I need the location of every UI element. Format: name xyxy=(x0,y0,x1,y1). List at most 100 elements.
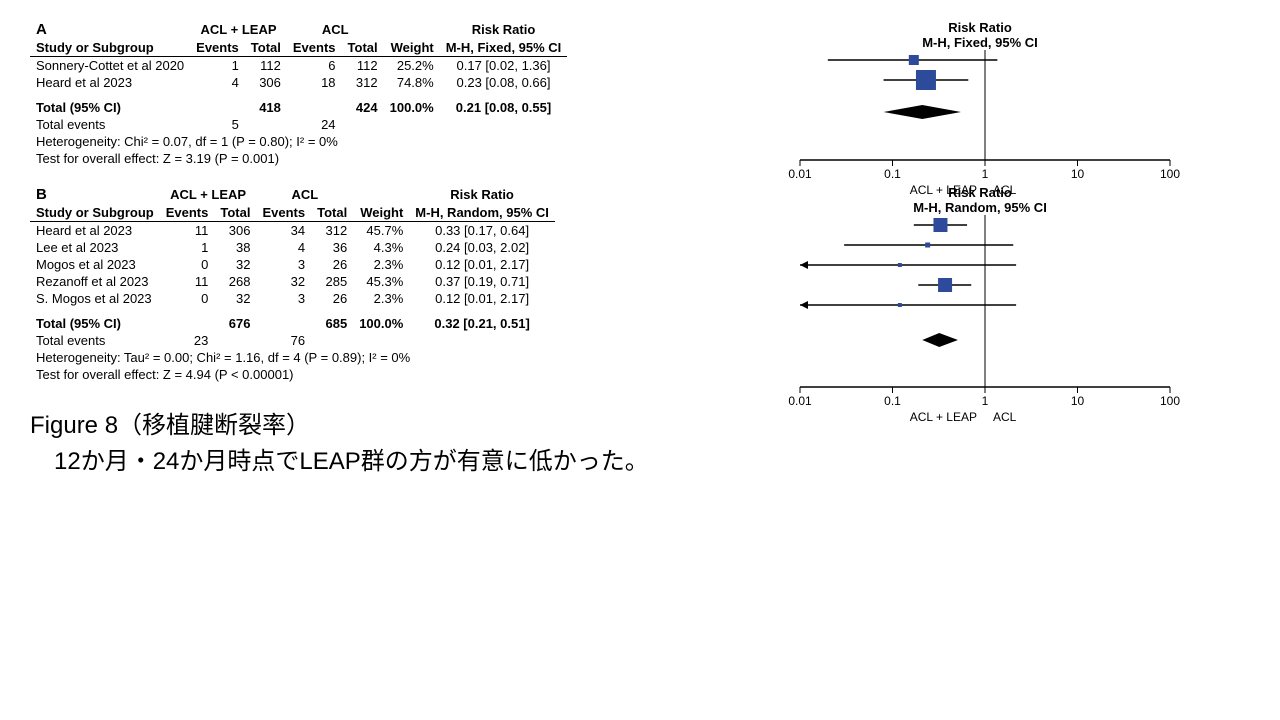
col-t1-b: Total xyxy=(214,204,256,222)
total-t1-a: 418 xyxy=(245,99,287,116)
effect-header-bottom-a: M-H, Fixed, 95% CI xyxy=(440,39,568,57)
w-cell: 2.3% xyxy=(353,256,409,273)
rr-cell: 0.33 [0.17, 0.64] xyxy=(409,222,555,240)
total-e2-a: 24 xyxy=(287,116,342,133)
svg-text:0.1: 0.1 xyxy=(884,394,901,408)
effect-header-top-b: Risk Ratio xyxy=(409,185,555,204)
study-cell: Mogos et al 2023 xyxy=(30,256,160,273)
col-t2-a: Total xyxy=(342,39,384,57)
test-a: Test for overall effect: Z = 3.19 (P = 0… xyxy=(30,150,567,167)
rr-cell: 0.17 [0.02, 1.36] xyxy=(440,57,568,75)
study-cell: Sonnery-Cottet et al 2020 xyxy=(30,57,190,75)
w-cell: 45.3% xyxy=(353,273,409,290)
t1-cell: 32 xyxy=(214,290,256,307)
table-b: B ACL + LEAP ACL Risk Ratio Study or Sub… xyxy=(30,185,555,383)
group2-header-b: ACL xyxy=(256,185,353,204)
total-e1-b: 23 xyxy=(160,332,215,349)
study-cell: Heard et al 2023 xyxy=(30,222,160,240)
rr-cell: 0.24 [0.03, 2.02] xyxy=(409,239,555,256)
svg-text:0.01: 0.01 xyxy=(788,394,812,408)
total-w-a: 100.0% xyxy=(384,99,440,116)
t2-cell: 26 xyxy=(311,256,353,273)
rr-cell: 0.37 [0.19, 0.71] xyxy=(409,273,555,290)
t2-cell: 112 xyxy=(342,57,384,75)
total-t1-b: 676 xyxy=(214,315,256,332)
t2-cell: 285 xyxy=(311,273,353,290)
test-b: Test for overall effect: Z = 4.94 (P < 0… xyxy=(30,366,555,383)
study-cell: S. Mogos et al 2023 xyxy=(30,290,160,307)
w-cell: 25.2% xyxy=(384,57,440,75)
e1-cell: 11 xyxy=(160,273,215,290)
group1-header-b: ACL + LEAP xyxy=(160,185,257,204)
total-e2-b: 76 xyxy=(256,332,311,349)
plot-title-bottom-b: M-H, Random, 95% CI xyxy=(770,200,1190,215)
e1-cell: 0 xyxy=(160,256,215,273)
col-w-b: Weight xyxy=(353,204,409,222)
rr-cell: 0.12 [0.01, 2.17] xyxy=(409,290,555,307)
group1-header-a: ACL + LEAP xyxy=(190,20,287,39)
t1-cell: 38 xyxy=(214,239,256,256)
rr-cell: 0.23 [0.08, 0.66] xyxy=(440,74,568,91)
total-label-a: Total (95% CI) xyxy=(30,99,190,116)
table-row: Heard et al 202343061831274.8%0.23 [0.08… xyxy=(30,74,567,91)
col-e1-b: Events xyxy=(160,204,215,222)
total-t2-a: 424 xyxy=(342,99,384,116)
svg-text:ACL + LEAP: ACL + LEAP xyxy=(910,410,977,424)
svg-text:ACL: ACL xyxy=(993,410,1017,424)
w-cell: 74.8% xyxy=(384,74,440,91)
t2-cell: 36 xyxy=(311,239,353,256)
svg-text:0.1: 0.1 xyxy=(884,167,901,181)
study-cell: Heard et al 2023 xyxy=(30,74,190,91)
caption-line-2: 12か月・24か月時点でLEAP群の方が有意に低かった。 xyxy=(30,444,1250,480)
forest-plot-b: 0.010.1110100ACL + LEAPACL xyxy=(770,215,1190,445)
e2-cell: 34 xyxy=(256,222,311,240)
forest-panel-b: B ACL + LEAP ACL Risk Ratio Study or Sub… xyxy=(30,185,1250,383)
e1-cell: 1 xyxy=(160,239,215,256)
study-cell: Rezanoff et al 2023 xyxy=(30,273,160,290)
svg-text:100: 100 xyxy=(1160,167,1180,181)
svg-text:100: 100 xyxy=(1160,394,1180,408)
study-cell: Lee et al 2023 xyxy=(30,239,160,256)
table-a: A ACL + LEAP ACL Risk Ratio Study or Sub… xyxy=(30,20,567,167)
col-w-a: Weight xyxy=(384,39,440,57)
panel-b-label: B xyxy=(30,185,160,204)
total-events-label-a: Total events xyxy=(30,116,190,133)
total-e1-a: 5 xyxy=(190,116,245,133)
plot-title-top-a: Risk Ratio xyxy=(770,20,1190,35)
total-label-b: Total (95% CI) xyxy=(30,315,160,332)
panel-a-label: A xyxy=(30,20,190,39)
group2-header-a: ACL xyxy=(287,20,384,39)
plot-title-bottom-a: M-H, Fixed, 95% CI xyxy=(770,35,1190,50)
table-row: Mogos et al 20230323262.3%0.12 [0.01, 2.… xyxy=(30,256,555,273)
svg-text:0.01: 0.01 xyxy=(788,167,812,181)
svg-text:1: 1 xyxy=(982,394,989,408)
forest-panel-a: A ACL + LEAP ACL Risk Ratio Study or Sub… xyxy=(30,20,1250,167)
total-rr-b: 0.32 [0.21, 0.51] xyxy=(409,315,555,332)
e1-cell: 11 xyxy=(160,222,215,240)
t2-cell: 312 xyxy=(342,74,384,91)
t1-cell: 268 xyxy=(214,273,256,290)
w-cell: 2.3% xyxy=(353,290,409,307)
table-row: S. Mogos et al 20230323262.3%0.12 [0.01,… xyxy=(30,290,555,307)
t1-cell: 306 xyxy=(214,222,256,240)
total-w-b: 100.0% xyxy=(353,315,409,332)
col-study-a: Study or Subgroup xyxy=(30,39,190,57)
svg-text:1: 1 xyxy=(982,167,989,181)
effect-header-bottom-b: M-H, Random, 95% CI xyxy=(409,204,555,222)
table-row: Lee et al 20231384364.3%0.24 [0.03, 2.02… xyxy=(30,239,555,256)
het-a: Heterogeneity: Chi² = 0.07, df = 1 (P = … xyxy=(30,133,567,150)
total-events-label-b: Total events xyxy=(30,332,160,349)
svg-text:10: 10 xyxy=(1071,167,1085,181)
col-t2-b: Total xyxy=(311,204,353,222)
table-row: Heard et al 2023113063431245.7%0.33 [0.1… xyxy=(30,222,555,240)
col-e2-a: Events xyxy=(287,39,342,57)
t1-cell: 32 xyxy=(214,256,256,273)
het-b: Heterogeneity: Tau² = 0.00; Chi² = 1.16,… xyxy=(30,349,555,366)
e1-cell: 1 xyxy=(190,57,245,75)
w-cell: 4.3% xyxy=(353,239,409,256)
t2-cell: 26 xyxy=(311,290,353,307)
col-study-b: Study or Subgroup xyxy=(30,204,160,222)
table-row: Rezanoff et al 2023112683228545.3%0.37 [… xyxy=(30,273,555,290)
t1-cell: 112 xyxy=(245,57,287,75)
t2-cell: 312 xyxy=(311,222,353,240)
